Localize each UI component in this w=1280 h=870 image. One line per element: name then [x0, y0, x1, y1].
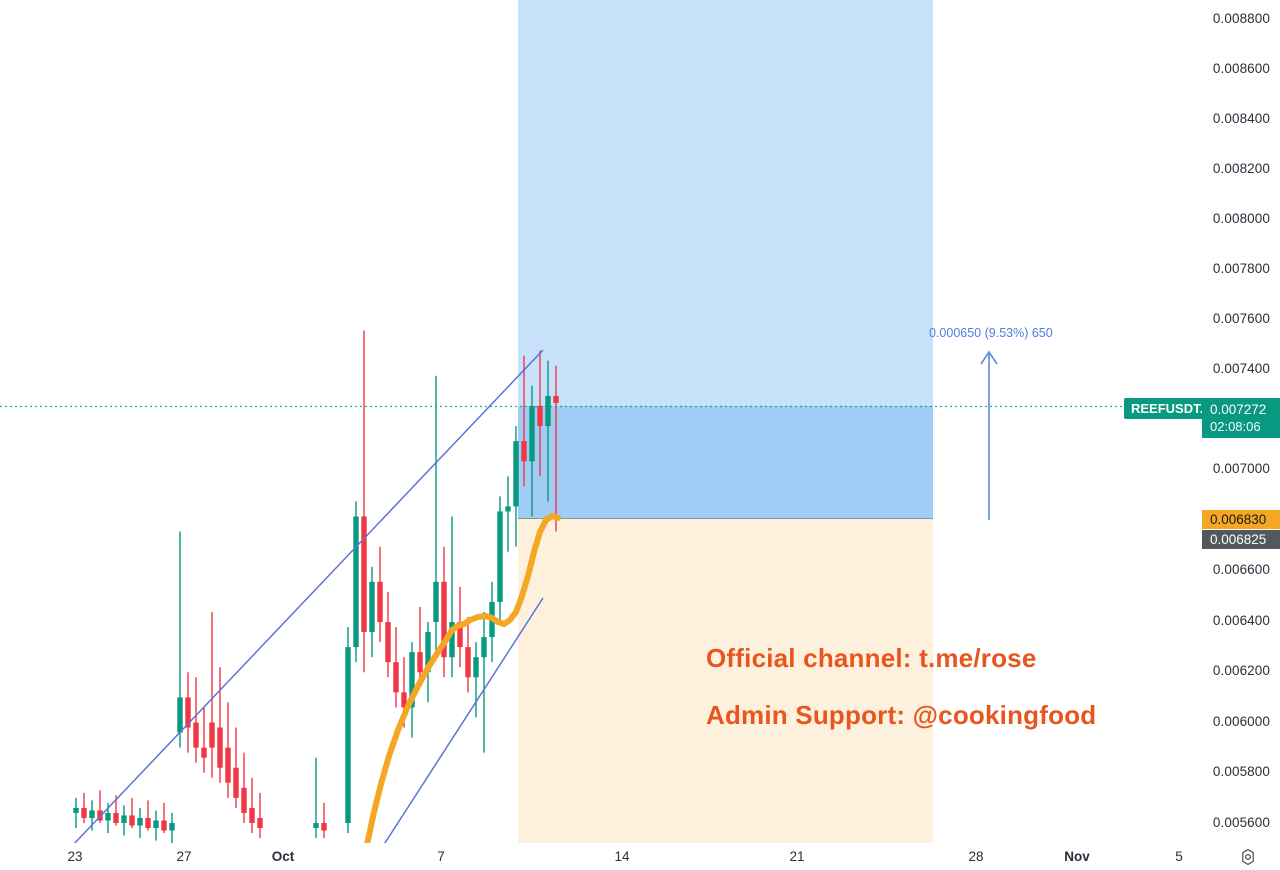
candle — [313, 757, 319, 839]
candle — [257, 792, 263, 839]
close-price-badge: 0.006825 — [1202, 530, 1280, 549]
candle — [449, 516, 455, 678]
time-tick: 28 — [968, 849, 984, 864]
candle — [425, 622, 431, 703]
trendline[interactable] — [71, 349, 544, 847]
trendline[interactable] — [382, 597, 544, 847]
price-tick: 0.006600 — [1212, 562, 1270, 577]
take-profit-arrow — [980, 350, 998, 520]
watermark: Official channel: t.me/rose Admin Suppor… — [706, 630, 1096, 744]
candle — [481, 611, 487, 753]
candle — [169, 812, 175, 844]
candle — [81, 792, 87, 823]
candle — [321, 802, 327, 839]
candle — [433, 375, 439, 653]
target-zone-upper[interactable] — [518, 0, 933, 406]
candle — [177, 531, 183, 748]
candle — [225, 702, 231, 798]
time-tick: 5 — [1175, 849, 1183, 864]
candle — [529, 385, 535, 517]
watermark-line-2: Admin Support: @cookingfood — [706, 700, 1097, 730]
price-tick: 0.005800 — [1212, 764, 1270, 779]
target-zone-lower[interactable] — [518, 406, 933, 518]
candle — [513, 426, 519, 547]
candle — [545, 360, 551, 502]
price-tick: 0.006200 — [1212, 663, 1270, 678]
watermark-line-1: Official channel: t.me/rose — [706, 643, 1037, 673]
candle — [113, 795, 119, 826]
candle — [473, 642, 479, 718]
candle — [105, 802, 111, 834]
candle — [73, 797, 79, 829]
price-tick: 0.008800 — [1212, 11, 1270, 26]
time-axis[interactable]: 23 27 Oct 7 14 21 28 Nov 5 — [0, 843, 1280, 870]
candle — [553, 365, 559, 532]
price-tick: 0.007000 — [1212, 461, 1270, 476]
current-price-value: 0.007272 — [1210, 402, 1267, 417]
candle — [193, 677, 199, 763]
candle — [441, 546, 447, 678]
candle — [385, 591, 391, 678]
candle — [241, 752, 247, 823]
candle — [505, 476, 511, 552]
price-tick: 0.008600 — [1212, 61, 1270, 76]
candle — [393, 627, 399, 708]
candle — [369, 566, 375, 658]
candle — [249, 777, 255, 834]
time-tick: 23 — [67, 849, 83, 864]
candle — [89, 800, 95, 831]
time-tick: 27 — [176, 849, 192, 864]
time-tick: Oct — [271, 849, 295, 864]
candle — [417, 606, 423, 683]
candle — [121, 805, 127, 836]
price-tick: 0.007600 — [1212, 311, 1270, 326]
candle — [233, 727, 239, 808]
price-tick: 0.005600 — [1212, 815, 1270, 830]
candle — [377, 546, 383, 643]
gear-icon[interactable] — [1238, 847, 1258, 867]
candle — [409, 642, 415, 738]
candle — [161, 802, 167, 834]
candle — [145, 800, 151, 831]
candle — [217, 667, 223, 783]
stop-loss-zone[interactable] — [518, 518, 933, 843]
time-tick: Nov — [1064, 849, 1090, 864]
price-tick: 0.008000 — [1212, 211, 1270, 226]
current-price-badge: 0.007272 02:08:06 — [1202, 398, 1280, 438]
trendline-group — [71, 349, 544, 847]
candle — [353, 501, 359, 663]
candle — [209, 611, 215, 778]
price-tick: 0.008200 — [1212, 161, 1270, 176]
candle — [185, 672, 191, 753]
candle — [521, 355, 527, 487]
entry-price-line — [518, 518, 933, 519]
candle — [465, 616, 471, 693]
symbol-tag: REEFUSDT.P — [1124, 398, 1219, 419]
price-tick: 0.006400 — [1212, 613, 1270, 628]
candle — [201, 707, 207, 773]
candle — [537, 350, 543, 477]
risk-reward-label: 0.000650 (9.53%) 650 — [929, 326, 1053, 340]
candle — [345, 627, 351, 834]
candle — [153, 810, 159, 841]
candle — [129, 797, 135, 829]
price-tick: 0.007400 — [1212, 361, 1270, 376]
candle — [137, 807, 143, 839]
moving-average-line — [359, 513, 561, 865]
bar-countdown: 02:08:06 — [1210, 419, 1261, 434]
price-tick: 0.007800 — [1212, 261, 1270, 276]
time-tick: 21 — [789, 849, 805, 864]
time-tick: 7 — [437, 849, 445, 864]
entry-price-badge: 0.006830 — [1202, 510, 1280, 529]
candle — [361, 330, 367, 673]
price-tick: 0.008400 — [1212, 111, 1270, 126]
candle — [497, 496, 503, 622]
candle — [401, 657, 407, 728]
price-axis[interactable]: 0.008800 0.008600 0.008400 0.008200 0.008000… — [1202, 0, 1280, 870]
price-tick: 0.006000 — [1212, 714, 1270, 729]
candle-series — [73, 330, 559, 844]
time-tick: 14 — [614, 849, 630, 864]
